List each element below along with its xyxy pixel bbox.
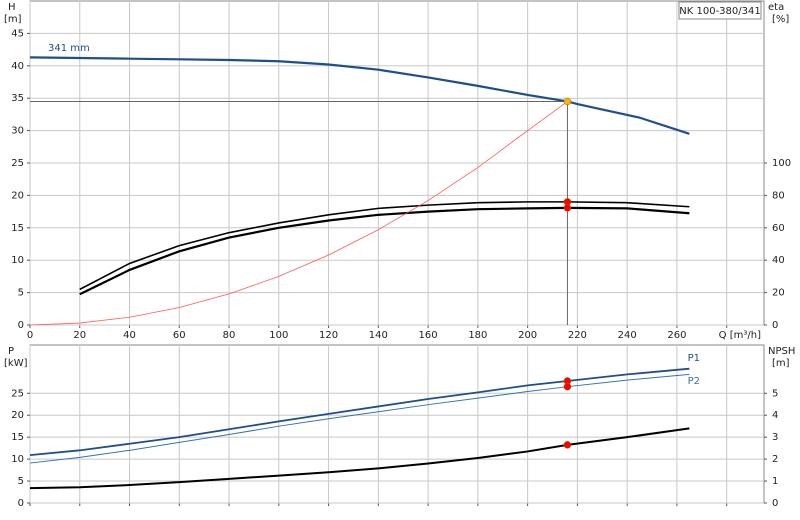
x-tick-label: 100 (269, 330, 288, 341)
x-tick-label: 260 (667, 330, 686, 341)
y-tick-label: 25 (11, 158, 24, 169)
y2-axis-label: eta (768, 2, 784, 13)
y-tick-label: 20 (11, 190, 24, 201)
x-tick-label: Q [m³/h] (719, 330, 761, 341)
x-tick-label: 200 (518, 330, 537, 341)
y-tick-label: 20 (11, 410, 24, 421)
y2-axis-unit: [%] (772, 14, 789, 25)
y-tick-label: 5 (18, 288, 24, 299)
x-tick-label: 240 (618, 330, 637, 341)
series-line (29, 56, 690, 135)
x-tick-label: 60 (173, 330, 186, 341)
series-label: P1 (688, 353, 700, 364)
y-tick-label: 10 (11, 454, 24, 465)
duty-point (563, 441, 572, 449)
series-line (29, 367, 690, 457)
y2-tick-label: 5 (772, 388, 778, 399)
y2-tick-label: 2 (772, 454, 778, 465)
series-label: 341 mm (48, 43, 90, 54)
y-tick-label: 15 (11, 432, 24, 443)
y-axis-unit: [m] (4, 14, 22, 25)
y-tick-label: 15 (11, 223, 24, 234)
x-tick-label: 80 (223, 330, 236, 341)
chart-title: NK 100-380/341 (679, 6, 760, 17)
series-line (29, 373, 690, 464)
y2-tick-label: 40 (772, 255, 785, 266)
series-label: P2 (688, 376, 700, 387)
y2-tick-label: 1 (772, 476, 778, 487)
y2-tick-label: 3 (772, 432, 778, 443)
duty-point (563, 97, 572, 106)
y2-tick-label: 60 (772, 223, 785, 234)
duty-point (563, 204, 572, 212)
x-tick-label: 20 (73, 330, 86, 341)
series-line (29, 101, 568, 326)
x-tick-label: 180 (468, 330, 487, 341)
x-tick-label: 0 (27, 330, 33, 341)
y-tick-label: 45 (11, 28, 24, 39)
series-line (29, 427, 690, 490)
y-axis-label: P (8, 346, 14, 357)
y-tick-label: 35 (11, 93, 24, 104)
y-axis-label: H (8, 2, 16, 13)
x-tick-label: 140 (369, 330, 388, 341)
y-tick-label: 40 (11, 61, 24, 72)
y-tick-label: 25 (11, 388, 24, 399)
y2-tick-label: 20 (772, 288, 785, 299)
x-tick-label: 40 (123, 330, 136, 341)
y2-tick-label: 4 (772, 410, 778, 421)
y-tick-label: 0 (18, 320, 24, 331)
y-tick-label: 10 (11, 255, 24, 266)
y-tick-label: 0 (18, 498, 24, 509)
y2-axis-label: NPSH (768, 346, 795, 357)
duty-point (563, 382, 572, 391)
x-tick-label: 220 (568, 330, 587, 341)
y-tick-label: 30 (11, 126, 24, 137)
y2-axis-unit: [m] (772, 358, 790, 369)
y2-tick-label: 100 (772, 158, 791, 169)
y2-tick-label: 80 (772, 190, 785, 201)
y-axis-unit: [kW] (4, 358, 28, 369)
title-box (678, 1, 762, 20)
x-tick-label: 160 (419, 330, 438, 341)
x-tick-label: 120 (319, 330, 338, 341)
y-tick-label: 5 (18, 476, 24, 487)
y2-tick-label: 0 (772, 320, 778, 331)
y2-tick-label: 0 (772, 498, 778, 509)
